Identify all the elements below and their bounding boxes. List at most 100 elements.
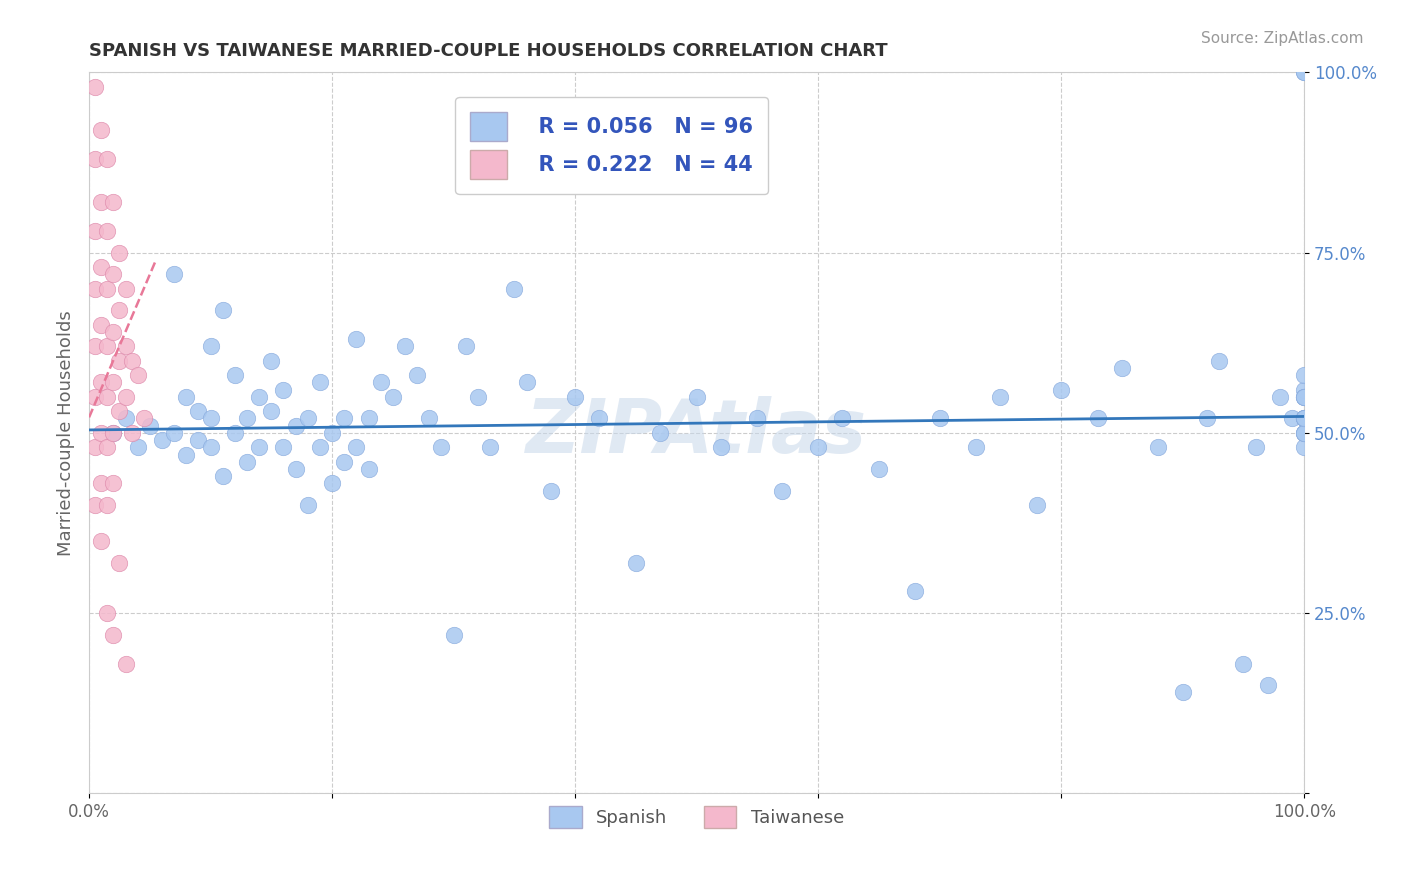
Point — [103, 425, 125, 440]
Point — [990, 390, 1012, 404]
Point — [260, 404, 283, 418]
Point — [1294, 411, 1316, 425]
Point — [1294, 425, 1316, 440]
Point — [96, 390, 118, 404]
Point — [1208, 353, 1230, 368]
Point — [1025, 498, 1047, 512]
Point — [344, 332, 367, 346]
Point — [406, 368, 429, 383]
Point — [121, 425, 143, 440]
Point — [103, 425, 125, 440]
Point — [127, 368, 149, 383]
Point — [90, 534, 112, 549]
Point — [103, 376, 125, 390]
Point — [121, 353, 143, 368]
Point — [103, 195, 125, 210]
Point — [132, 411, 155, 425]
Point — [84, 339, 107, 353]
Point — [357, 462, 380, 476]
Point — [650, 425, 672, 440]
Point — [965, 440, 987, 454]
Point — [108, 353, 131, 368]
Point — [443, 628, 465, 642]
Point — [515, 376, 537, 390]
Point — [321, 476, 343, 491]
Point — [200, 339, 222, 353]
Text: Source: ZipAtlas.com: Source: ZipAtlas.com — [1201, 31, 1364, 46]
Point — [150, 433, 173, 447]
Point — [467, 390, 489, 404]
Point — [103, 628, 125, 642]
Point — [321, 425, 343, 440]
Point — [84, 152, 107, 166]
Point — [1294, 65, 1316, 79]
Point — [247, 390, 270, 404]
Point — [1268, 390, 1291, 404]
Point — [114, 657, 136, 671]
Point — [503, 282, 526, 296]
Point — [928, 411, 950, 425]
Point — [1050, 383, 1073, 397]
Point — [211, 303, 233, 318]
Point — [174, 448, 197, 462]
Point — [454, 339, 477, 353]
Point — [1195, 411, 1218, 425]
Point — [370, 376, 392, 390]
Point — [103, 267, 125, 281]
Point — [84, 79, 107, 94]
Point — [1294, 390, 1316, 404]
Point — [236, 411, 259, 425]
Point — [710, 440, 733, 454]
Point — [96, 152, 118, 166]
Point — [381, 390, 404, 404]
Point — [236, 455, 259, 469]
Point — [1294, 390, 1316, 404]
Point — [1087, 411, 1109, 425]
Point — [84, 498, 107, 512]
Point — [1171, 685, 1194, 699]
Point — [297, 498, 319, 512]
Point — [1294, 390, 1316, 404]
Text: ZIPAtlas: ZIPAtlas — [526, 396, 868, 469]
Point — [247, 440, 270, 454]
Point — [114, 390, 136, 404]
Point — [84, 282, 107, 296]
Point — [114, 411, 136, 425]
Point — [807, 440, 830, 454]
Point — [96, 606, 118, 620]
Y-axis label: Married-couple Households: Married-couple Households — [58, 310, 75, 556]
Point — [163, 425, 186, 440]
Point — [90, 260, 112, 274]
Point — [394, 339, 416, 353]
Point — [90, 476, 112, 491]
Point — [1232, 657, 1254, 671]
Point — [1257, 678, 1279, 692]
Point — [260, 353, 283, 368]
Point — [200, 440, 222, 454]
Point — [139, 418, 162, 433]
Point — [108, 303, 131, 318]
Point — [418, 411, 440, 425]
Point — [84, 224, 107, 238]
Point — [297, 411, 319, 425]
Point — [831, 411, 853, 425]
Point — [1294, 411, 1316, 425]
Point — [200, 411, 222, 425]
Point — [96, 440, 118, 454]
Point — [284, 462, 307, 476]
Point — [1294, 368, 1316, 383]
Point — [114, 282, 136, 296]
Point — [127, 440, 149, 454]
Point — [211, 469, 233, 483]
Point — [1294, 411, 1316, 425]
Point — [273, 383, 295, 397]
Point — [868, 462, 890, 476]
Point — [224, 368, 246, 383]
Point — [284, 418, 307, 433]
Point — [1147, 440, 1170, 454]
Point — [114, 339, 136, 353]
Point — [96, 339, 118, 353]
Point — [84, 390, 107, 404]
Point — [103, 325, 125, 339]
Point — [1294, 425, 1316, 440]
